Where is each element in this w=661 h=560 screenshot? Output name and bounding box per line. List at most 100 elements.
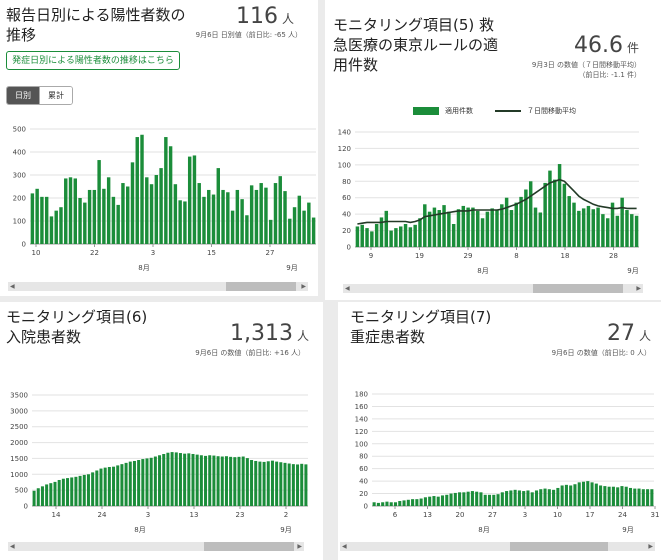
bar bbox=[543, 182, 547, 247]
scroll-left-arrow-icon[interactable]: ◀ bbox=[345, 285, 350, 292]
bar bbox=[254, 189, 259, 244]
value-number: 1,313 bbox=[230, 321, 293, 346]
bar bbox=[154, 175, 159, 244]
bar bbox=[269, 219, 273, 244]
y-tick-label: 0 bbox=[347, 244, 351, 252]
bar bbox=[607, 486, 611, 506]
scroll-right-arrow-icon[interactable]: ▶ bbox=[636, 285, 641, 292]
bar bbox=[116, 465, 120, 506]
bar bbox=[514, 202, 518, 247]
tokyo-rule-card: モニタリング項目(5) 救急医療の東京ルールの適用件数 46.6 件 9月3日 の… bbox=[325, 0, 661, 300]
y-tick-label: 20 bbox=[342, 227, 351, 235]
bar bbox=[106, 177, 111, 244]
bar bbox=[250, 460, 254, 506]
bar bbox=[470, 491, 474, 506]
toggle-daily[interactable]: 日別 bbox=[7, 87, 39, 104]
scroll-right-arrow-icon[interactable]: ▶ bbox=[301, 283, 306, 290]
scroll-right-arrow-icon[interactable]: ▶ bbox=[297, 543, 302, 550]
bar bbox=[66, 478, 70, 506]
bar bbox=[254, 460, 258, 506]
bar bbox=[513, 489, 517, 506]
bar bbox=[447, 211, 451, 247]
bar bbox=[153, 456, 157, 506]
bar bbox=[102, 188, 106, 244]
scroll-thumb[interactable] bbox=[226, 282, 296, 291]
bar bbox=[275, 461, 279, 506]
y-tick-label: 40 bbox=[342, 211, 351, 219]
scroll-thumb[interactable] bbox=[533, 284, 623, 293]
bar bbox=[45, 484, 49, 506]
x-tick-label: 31 bbox=[651, 511, 660, 519]
scroll-right-arrow-icon[interactable]: ▶ bbox=[648, 543, 653, 550]
x-tick-label: 29 bbox=[464, 252, 473, 260]
y-tick-label: 0 bbox=[22, 241, 26, 249]
x-tick-label: 8 bbox=[514, 252, 518, 260]
bar bbox=[249, 185, 254, 244]
scroll-left-arrow-icon[interactable]: ◀ bbox=[10, 543, 15, 550]
bar bbox=[573, 484, 577, 506]
month-label: 8月 bbox=[138, 264, 149, 272]
bar bbox=[191, 453, 195, 506]
bar bbox=[581, 208, 586, 247]
bar bbox=[492, 494, 496, 506]
bar bbox=[596, 207, 600, 247]
x-tick-label: 2 bbox=[284, 511, 288, 519]
bar bbox=[466, 491, 470, 506]
bar bbox=[245, 458, 249, 506]
bar bbox=[490, 208, 494, 247]
chart-scrollbar[interactable]: ◀ ▶ bbox=[340, 542, 655, 551]
x-tick-label: 9 bbox=[369, 252, 373, 260]
headline-value: 46.6 件 bbox=[574, 33, 639, 58]
y-tick-label: 140 bbox=[338, 129, 351, 137]
legend-line-label: ７日間移動平均 bbox=[527, 107, 576, 115]
bar bbox=[216, 168, 220, 244]
scroll-left-arrow-icon[interactable]: ◀ bbox=[342, 543, 347, 550]
bar bbox=[419, 498, 423, 506]
bar bbox=[539, 489, 543, 506]
bar bbox=[83, 202, 87, 244]
month-label: 8月 bbox=[134, 526, 145, 534]
bar bbox=[547, 489, 551, 506]
scroll-thumb[interactable] bbox=[510, 542, 608, 551]
chart-scrollbar[interactable]: ◀ ▶ bbox=[8, 282, 308, 291]
bar bbox=[278, 176, 282, 244]
bar bbox=[496, 494, 500, 506]
bar bbox=[149, 457, 153, 506]
y-tick-label: 160 bbox=[355, 403, 368, 411]
positive-cases-chart: 010020030040050010223152738月9月 bbox=[13, 126, 316, 272]
value-unit: 人 bbox=[638, 329, 651, 343]
value-note: 9月6日 日別値（前日比: -65 人） bbox=[195, 31, 302, 39]
month-label: 8月 bbox=[477, 267, 488, 275]
bar bbox=[207, 189, 211, 244]
y-tick-label: 180 bbox=[355, 391, 368, 399]
bar bbox=[591, 209, 596, 247]
chart-scrollbar[interactable]: ◀ ▶ bbox=[343, 284, 643, 293]
card-title-line1: モニタリング項目(6) bbox=[6, 308, 148, 326]
bar bbox=[372, 502, 376, 506]
x-tick-label: 24 bbox=[618, 511, 627, 519]
bar bbox=[162, 453, 166, 506]
toggle-cumulative[interactable]: 累計 bbox=[39, 87, 72, 104]
y-tick-label: 100 bbox=[13, 218, 26, 226]
value-number: 27 bbox=[606, 321, 635, 346]
x-tick-label: 27 bbox=[266, 249, 275, 257]
chart-scrollbar[interactable]: ◀ ▶ bbox=[8, 542, 304, 551]
bar bbox=[479, 492, 483, 506]
bar bbox=[633, 488, 637, 506]
y-tick-label: 140 bbox=[355, 415, 368, 423]
scroll-thumb[interactable] bbox=[204, 542, 294, 551]
bar bbox=[68, 177, 73, 244]
bar bbox=[432, 207, 437, 247]
bar bbox=[126, 186, 130, 244]
onset-date-link-button[interactable]: 発症日別による陽性者数の推移はこちら bbox=[6, 51, 180, 70]
value-number: 116 bbox=[235, 4, 278, 29]
bar bbox=[270, 460, 274, 506]
scroll-left-arrow-icon[interactable]: ◀ bbox=[10, 283, 15, 290]
y-tick-label: 0 bbox=[24, 503, 28, 511]
bar bbox=[398, 226, 403, 247]
bar bbox=[192, 155, 197, 244]
bar bbox=[224, 456, 228, 506]
bar bbox=[389, 502, 393, 506]
bar bbox=[610, 202, 615, 247]
bar bbox=[408, 227, 413, 247]
